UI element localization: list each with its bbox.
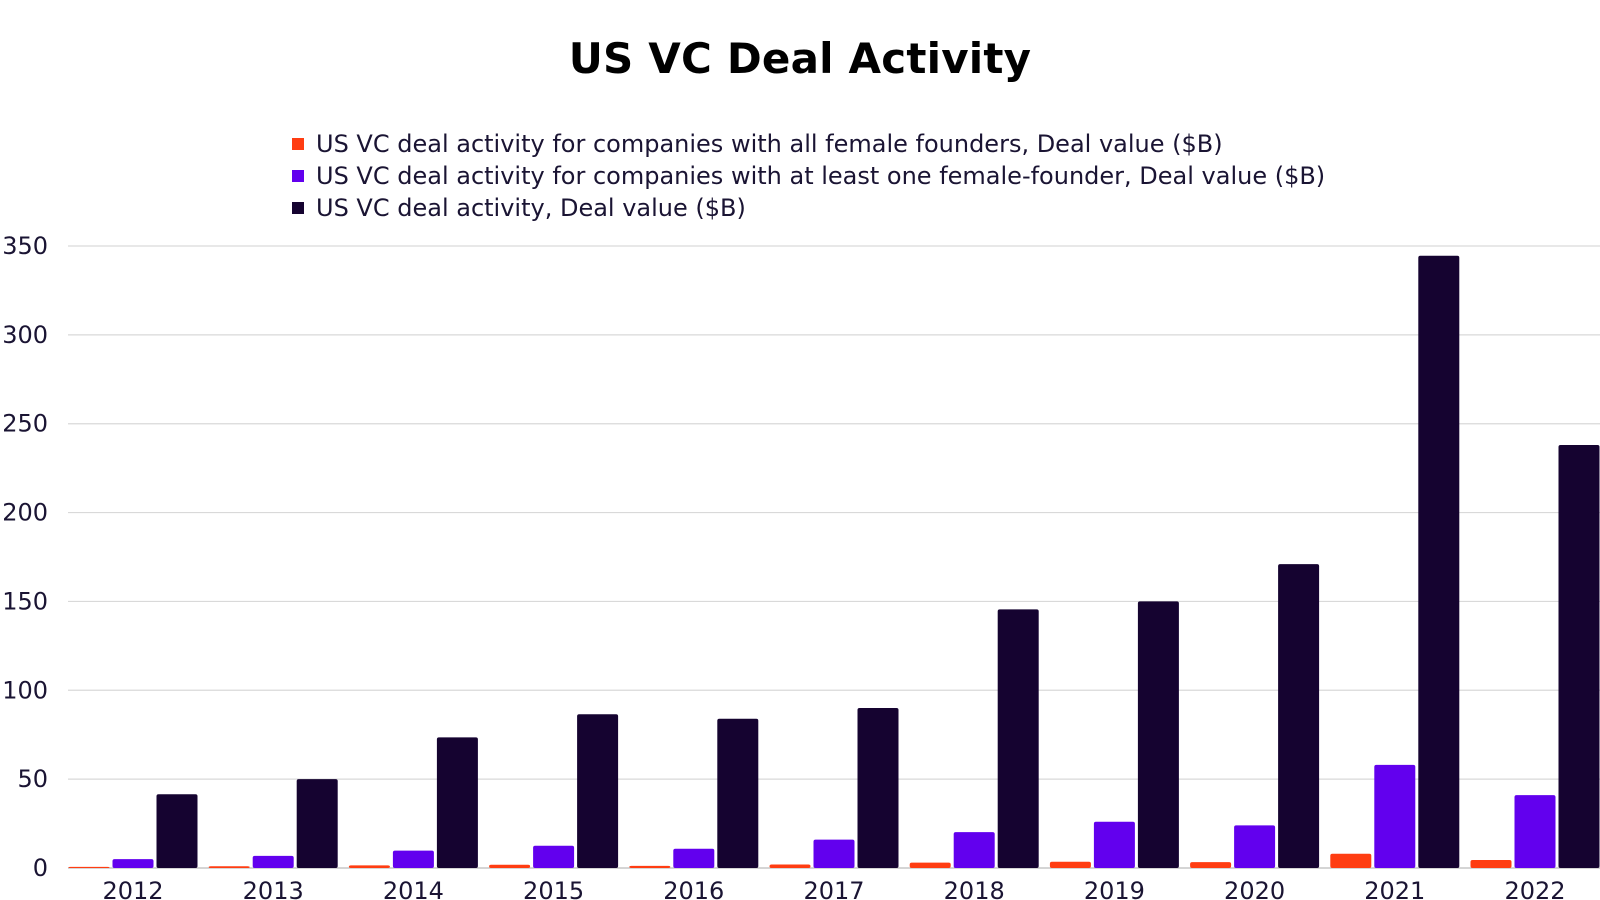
bar-2019-series-1 [1049, 861, 1091, 868]
bar-2016-series-3 [717, 718, 759, 868]
bar-2014-series-3 [436, 737, 478, 868]
bar-2020-series-3 [1278, 564, 1320, 868]
y-tick-label-350: 350 [2, 232, 48, 260]
bar-2013-series-3 [296, 779, 338, 868]
legend-label-one-female: US VC deal activity for companies with a… [316, 162, 1326, 190]
bar-2022-series-3 [1558, 445, 1600, 868]
y-axis-tick-labels: 0 50 100 150 200 250 300 350 [2, 232, 48, 882]
bar-2012-series-3 [156, 794, 198, 868]
legend-item-one-female: US VC deal activity for companies with a… [292, 160, 1325, 192]
y-tick-label-100: 100 [2, 676, 48, 704]
bar-2018-series-2 [953, 832, 995, 868]
y-tick-label-200: 200 [2, 499, 48, 527]
bar-2015-series-3 [577, 714, 619, 868]
x-tick-label-2021: 2021 [1364, 877, 1425, 900]
bar-2016-series-1 [629, 865, 671, 868]
legend-item-all-female: US VC deal activity for companies with a… [292, 128, 1325, 160]
legend-label-all-female: US VC deal activity for companies with a… [316, 130, 1223, 158]
legend-swatch-total [292, 202, 304, 214]
bars [68, 255, 1600, 868]
x-axis-tick-labels: 2012 2013 2014 2015 2016 2017 2018 2019 2020 2021… [102, 877, 1565, 900]
legend-label-total: US VC deal activity, Deal value ($B) [316, 194, 746, 222]
y-tick-label-300: 300 [2, 321, 48, 349]
bar-2012-series-1 [68, 866, 110, 868]
bar-2021-series-3 [1418, 255, 1460, 868]
bar-2022-series-1 [1470, 860, 1512, 868]
bar-2012-series-2 [112, 859, 154, 868]
legend-item-total: US VC deal activity, Deal value ($B) [292, 192, 1325, 224]
gridlines [68, 245, 1600, 869]
bar-2018-series-3 [997, 609, 1039, 868]
bar-2015-series-1 [489, 864, 531, 868]
x-tick-label-2015: 2015 [523, 877, 584, 900]
bar-2018-series-1 [909, 862, 951, 868]
bar-2013-series-1 [208, 866, 250, 868]
x-tick-label-2012: 2012 [102, 877, 163, 900]
bar-2019-series-2 [1093, 821, 1135, 868]
bar-2020-series-2 [1234, 825, 1276, 868]
y-tick-label-0: 0 [33, 854, 48, 882]
bar-2015-series-2 [533, 845, 575, 868]
chart-title: US VC Deal Activity [568, 34, 1032, 83]
legend-swatch-all-female [292, 138, 304, 150]
bar-2021-series-1 [1330, 853, 1372, 868]
bar-2021-series-2 [1374, 764, 1416, 868]
bar-2014-series-1 [348, 865, 390, 868]
bar-2016-series-2 [673, 848, 715, 868]
x-tick-label-2022: 2022 [1504, 877, 1565, 900]
bar-2020-series-1 [1190, 862, 1232, 868]
legend: US VC deal activity for companies with a… [292, 128, 1325, 224]
bar-2019-series-3 [1137, 601, 1179, 868]
x-tick-label-2016: 2016 [663, 877, 724, 900]
bar-2017-series-1 [769, 864, 811, 868]
bar-2017-series-2 [813, 839, 855, 868]
x-tick-label-2014: 2014 [383, 877, 444, 900]
bar-2014-series-2 [392, 850, 434, 868]
x-tick-label-2019: 2019 [1084, 877, 1145, 900]
y-tick-label-150: 150 [2, 587, 48, 615]
bar-2013-series-2 [252, 855, 294, 868]
x-tick-label-2018: 2018 [944, 877, 1005, 900]
bar-2017-series-3 [857, 708, 899, 868]
legend-swatch-one-female [292, 170, 304, 182]
bar-2022-series-2 [1514, 795, 1556, 868]
x-tick-label-2020: 2020 [1224, 877, 1285, 900]
y-tick-label-250: 250 [2, 410, 48, 438]
x-tick-label-2013: 2013 [243, 877, 304, 900]
x-tick-label-2017: 2017 [803, 877, 864, 900]
y-tick-label-50: 50 [17, 765, 48, 793]
